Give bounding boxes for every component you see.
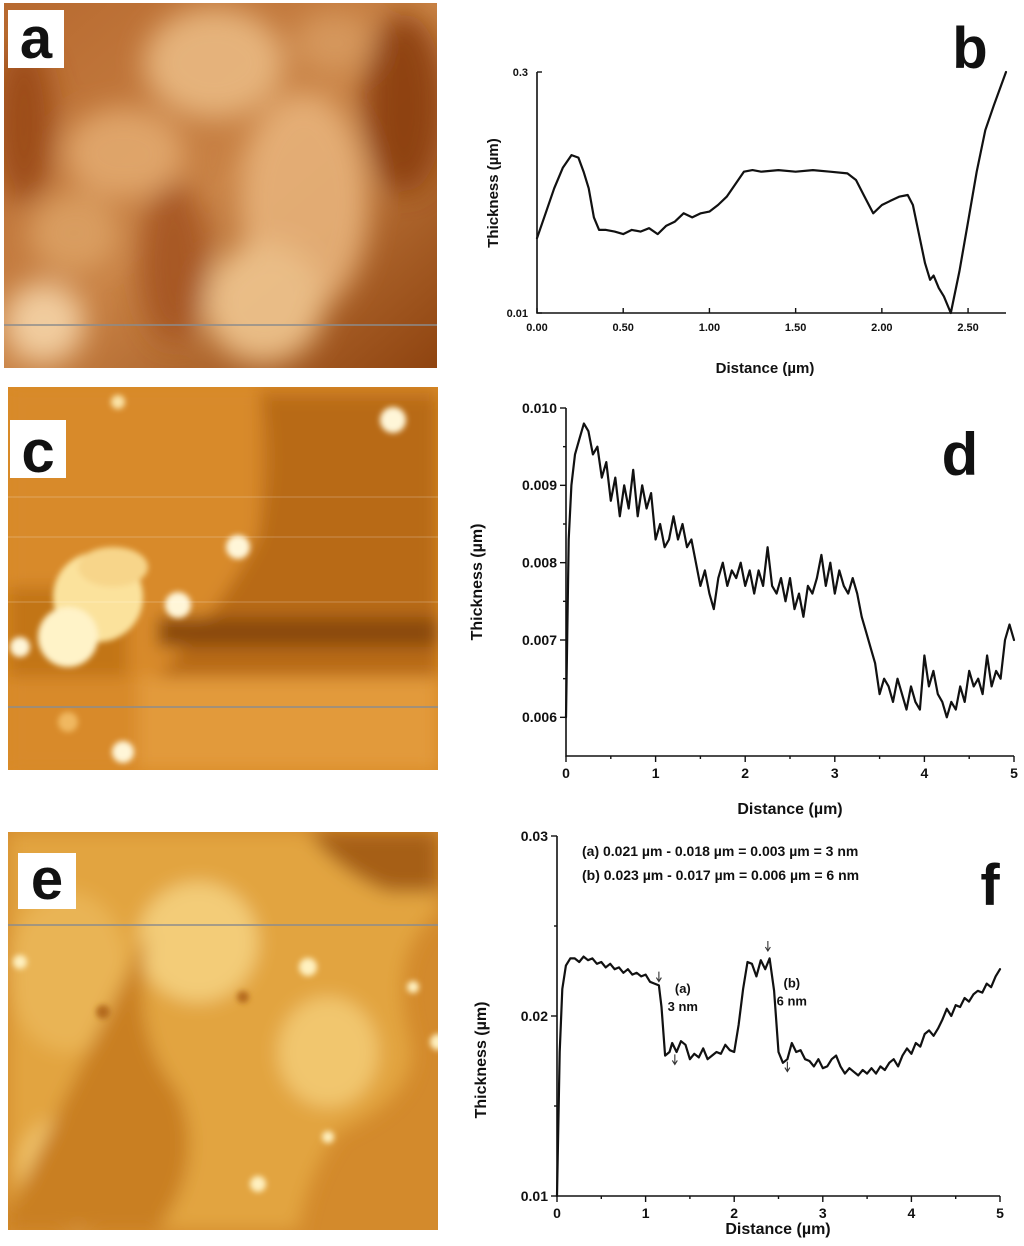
chart-f-ylabel: Thickness (µm) — [473, 1002, 490, 1119]
chart-f-xlabel: Distance (µm) — [725, 1221, 830, 1238]
panel-letter-a: a — [20, 6, 53, 71]
afm-image-e — [8, 832, 438, 1230]
chart-d-ylabel: Thickness (µm) — [469, 524, 486, 641]
chart-b-ytick-label: 0.01 — [507, 308, 528, 320]
chart-d-xtick-label: 4 — [921, 765, 929, 781]
panel-label-e: e — [18, 847, 76, 912]
chart-d-xtick-label: 5 — [1010, 765, 1018, 781]
chart-b-xtick-label: 1.00 — [699, 322, 720, 334]
panel-label-c: c — [10, 418, 66, 485]
chart-f-xtick-label: 1 — [642, 1205, 650, 1221]
panel-letter-f: f — [980, 853, 1000, 918]
chart-f-annotation-b: (b) 0.023 µm - 0.017 µm = 0.006 µm = 6 n… — [582, 867, 859, 883]
chart-b-marks — [535, 70, 1008, 315]
chart-d-ytick-label: 0.010 — [522, 400, 557, 416]
chart-f-xtick-label: 3 — [819, 1205, 827, 1221]
chart-d-ytick-label: 0.006 — [522, 709, 557, 725]
chart-f-arrow-marker — [671, 1054, 678, 1066]
chart-d-marks — [564, 422, 1016, 719]
chart-f-xtick-label: 2 — [730, 1205, 738, 1221]
chart-f-arrow-marker — [764, 941, 771, 953]
chart-b-xtick-label: 0.50 — [613, 322, 634, 334]
afm-image-e-graphic — [8, 832, 438, 1230]
panel-letter-d: d — [942, 421, 979, 488]
chart-d-ytick-label: 0.009 — [522, 477, 557, 493]
chart-f-xtick-label: 4 — [908, 1205, 916, 1221]
chart-d-xtick-label: 0 — [562, 765, 570, 781]
chart-b-xlabel: Distance (µm) — [716, 360, 815, 377]
chart-d-series-line — [564, 422, 1016, 719]
chart-b-ytick-label: 0.3 — [513, 67, 528, 79]
chart-d: d 0 1 2 3 4 5 0.006 0.007 0.008 0.009 0.010 Distan… — [469, 400, 1018, 818]
chart-d-xtick-label: 3 — [831, 765, 839, 781]
chart-f-step-value: 6 nm — [777, 994, 807, 1009]
chart-b-xtick-label: 0.00 — [526, 322, 547, 334]
afm-image-a-graphic — [4, 3, 437, 368]
chart-f-ytick-label: 0.02 — [521, 1008, 548, 1024]
chart-f-xtick-label: 5 — [996, 1205, 1004, 1221]
afm-image-c-graphic — [8, 387, 438, 770]
chart-d-xtick-label: 1 — [652, 765, 660, 781]
chart-f-step-value: 3 nm — [668, 999, 698, 1014]
chart-f-arrow-marker — [655, 971, 662, 983]
chart-f-step-label: (a) — [675, 981, 691, 996]
chart-b-xtick-label: 1.50 — [785, 322, 806, 334]
chart-b: b 0.00 0.50 1.00 1.50 2.00 2.50 0.01 0.3 Distan… — [485, 16, 1008, 377]
afm-image-a — [4, 3, 437, 368]
chart-f: f (a) 0.021 µm - 0.018 µm = 0.003 µm = 3… — [473, 828, 1004, 1238]
chart-b-axes: 0.00 0.50 1.00 1.50 2.00 2.50 0.01 0.3 — [507, 67, 1006, 334]
chart-f-ytick-label: 0.03 — [521, 828, 548, 844]
chart-d-ytick-label: 0.007 — [522, 632, 557, 648]
chart-b-axis-lines — [536, 72, 1006, 314]
chart-d-xtick-label: 2 — [741, 765, 749, 781]
chart-f-ytick-label: 0.01 — [521, 1188, 548, 1204]
chart-d-xlabel: Distance (µm) — [737, 801, 842, 818]
chart-b-xtick-label: 2.00 — [871, 322, 892, 334]
chart-b-ylabel: Thickness (µm) — [485, 138, 502, 248]
chart-b-series-line — [535, 70, 1008, 315]
chart-f-axes: 0 1 2 3 4 5 0.01 0.02 0.03 — [521, 828, 1004, 1221]
chart-d-ytick-label: 0.008 — [522, 555, 557, 571]
panel-letter-c: c — [21, 418, 54, 485]
chart-f-xtick-label: 0 — [553, 1205, 561, 1221]
chart-f-series-line — [555, 955, 1002, 1198]
chart-d-axes: 0 1 2 3 4 5 0.006 0.007 0.008 0.009 0.010 — [522, 400, 1018, 781]
chart-b-xtick-label: 2.50 — [957, 322, 978, 334]
chart-f-axis-lines — [556, 836, 1000, 1197]
chart-f-annotation-a: (a) 0.021 µm - 0.018 µm = 0.003 µm = 3 n… — [582, 843, 858, 859]
afm-image-c — [8, 387, 438, 770]
panel-label-a: a — [8, 6, 64, 71]
chart-f-step-label: (b) — [783, 976, 800, 991]
panel-letter-e: e — [31, 847, 63, 912]
chart-f-arrow-marker — [784, 1061, 791, 1073]
panel-letter-b: b — [952, 16, 987, 81]
chart-f-marks: (a) 3 nm (b) 6 nm — [555, 941, 1002, 1198]
